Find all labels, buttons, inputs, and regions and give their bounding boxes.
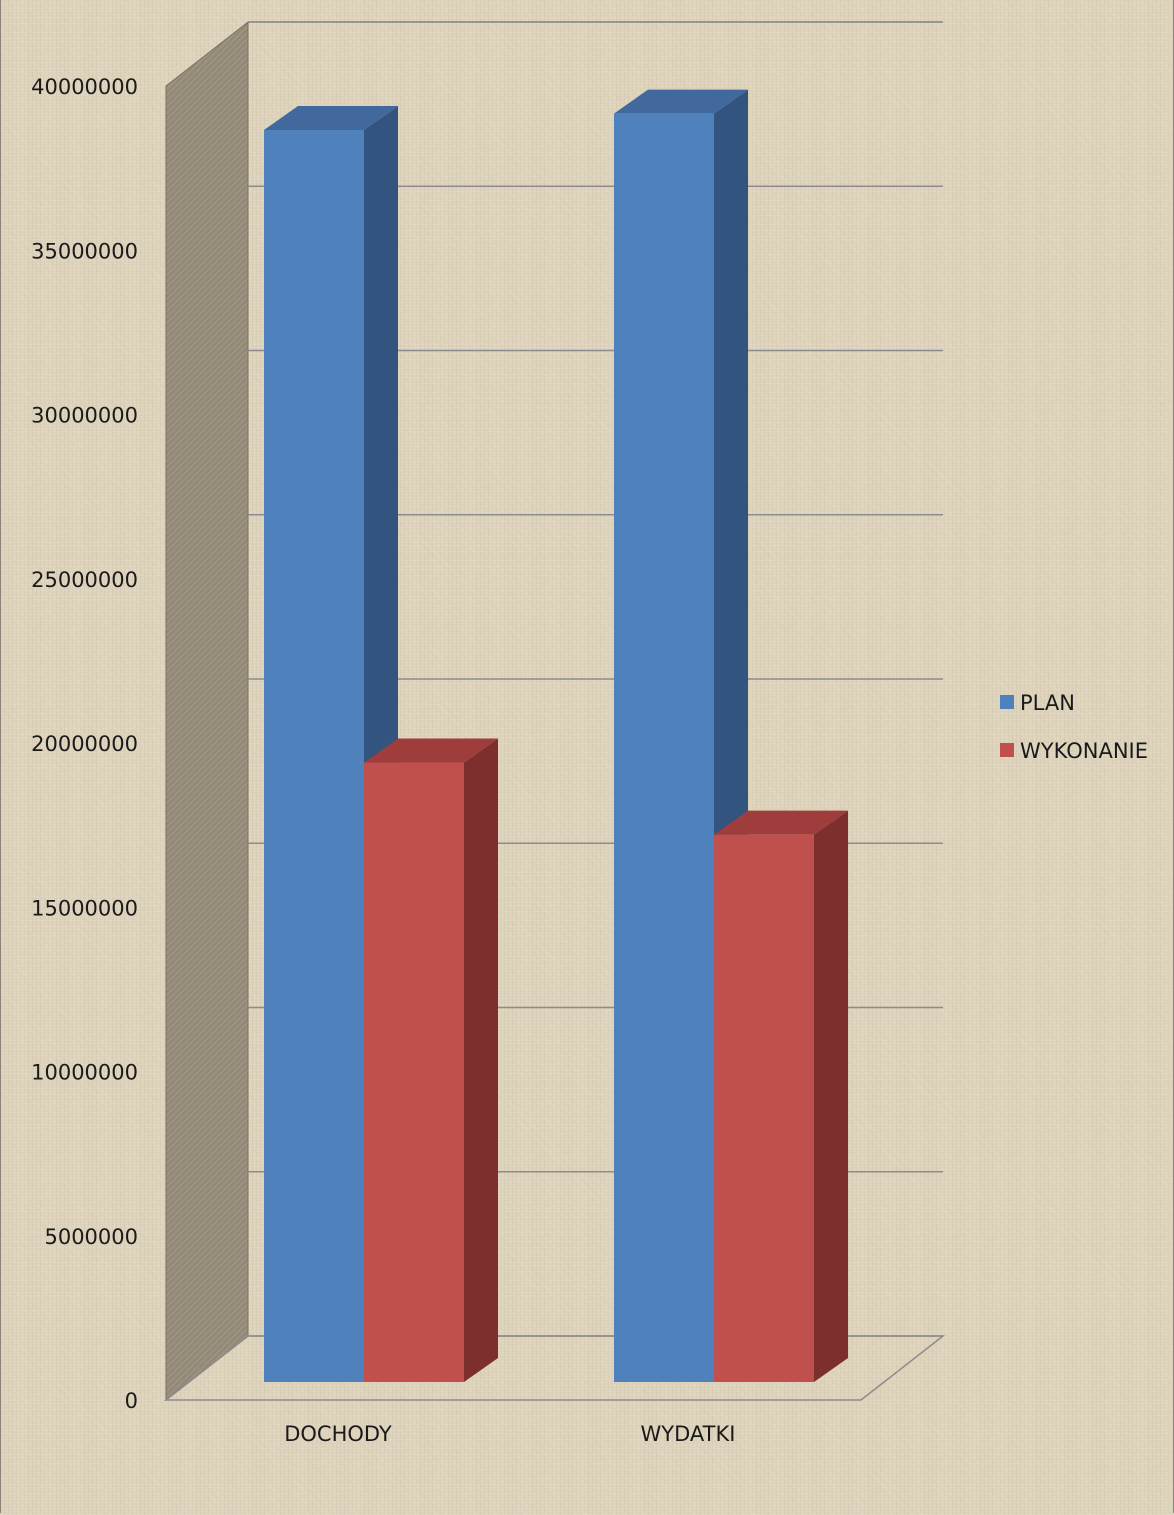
bar-wykonanie-dochody — [364, 738, 498, 1382]
side-wall — [165, 20, 249, 1402]
y-tick-label: 15000000 — [31, 896, 138, 920]
legend-swatch — [1000, 743, 1014, 757]
bars — [264, 89, 848, 1383]
bar — [614, 113, 714, 1383]
y-tick-label: 25000000 — [31, 568, 138, 592]
bar — [364, 762, 464, 1382]
bar-top — [714, 810, 848, 835]
y-tick-label: 10000000 — [31, 1061, 138, 1085]
x-axis: DOCHODY WYDATKI — [284, 1422, 735, 1446]
y-tick-label: 0 — [125, 1389, 138, 1413]
bar — [264, 130, 364, 1382]
y-tick-label: 35000000 — [31, 239, 138, 263]
legend-label: PLAN — [1020, 691, 1075, 715]
legend: PLAN WYKONANIE — [1000, 691, 1148, 763]
x-category-label: WYDATKI — [641, 1422, 736, 1446]
legend-swatch — [1000, 695, 1014, 709]
bar — [714, 834, 814, 1382]
bar-side — [464, 738, 498, 1382]
bar-top — [264, 106, 398, 130]
y-tick-label: 5000000 — [44, 1225, 138, 1249]
bar-wykonanie-wydatki — [714, 810, 848, 1382]
y-axis: 0 5000000 10000000 15000000 20000000 25000000… — [31, 75, 138, 1413]
bar-top — [614, 89, 748, 114]
bar-top — [364, 738, 498, 763]
y-tick-label: 20000000 — [31, 732, 138, 756]
legend-label: WYKONANIE — [1020, 739, 1148, 763]
y-tick-label: 40000000 — [31, 75, 138, 99]
bar-side — [814, 810, 848, 1382]
y-tick-label: 30000000 — [31, 404, 138, 428]
x-category-label: DOCHODY — [284, 1422, 392, 1446]
